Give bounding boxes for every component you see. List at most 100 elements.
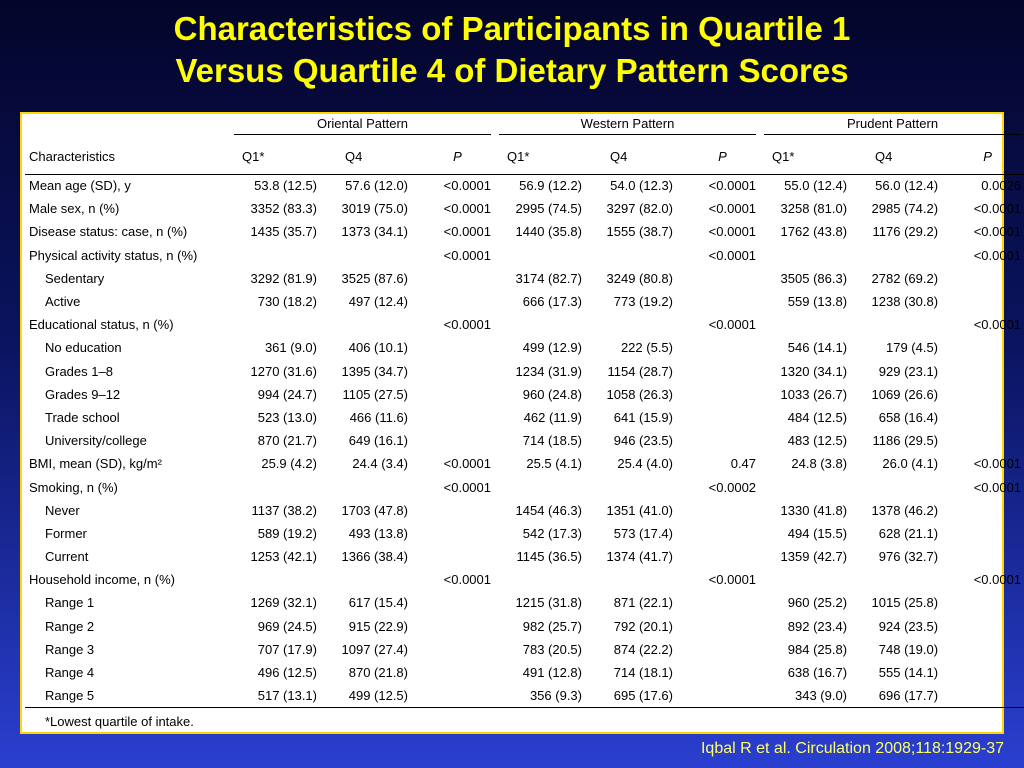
value-cell: 984 (25.8) — [787, 641, 848, 657]
table-row: University/college 870 (21.7) 649 (16.1) 71… — [25, 429, 1024, 452]
group-header-spacer — [25, 114, 230, 140]
p-value-cell — [420, 591, 495, 614]
table-row: BMI, mean (SD), kg/m² 25.9 (4.2) 24.4 (3.4… — [25, 452, 1024, 475]
value-cell: 628 (21.1) — [878, 525, 939, 541]
value-cell — [230, 313, 325, 336]
row-label: Physical activity status, n (%) — [29, 247, 198, 263]
p-value-cell: <0.0001 — [973, 572, 1022, 588]
value-cell: 589 (19.2) — [257, 525, 317, 541]
p-value-cell — [420, 267, 495, 290]
value-cell: 1440 (35.8) — [515, 224, 583, 240]
table-row: Male sex, n (%) 3352 (83.3) 3019 (75.0) <0.… — [25, 197, 1024, 220]
col-header-p: P — [950, 140, 1024, 175]
p-value-cell: <0.0001 — [973, 317, 1022, 333]
table-row: Range 2 969 (24.5) 915 (22.9) 982 (25.7) 792… — [25, 615, 1024, 638]
value-cell: 55.0 (12.4) — [784, 178, 848, 194]
group-header-oriental: Oriental Pattern — [230, 114, 495, 140]
value-cell — [325, 244, 420, 267]
col-header-q1: Q1* — [495, 140, 590, 175]
value-cell: 56.0 (12.4) — [875, 178, 939, 194]
p-value-cell: <0.0001 — [708, 572, 757, 588]
value-cell: 3297 (82.0) — [606, 201, 674, 217]
value-cell: 555 (14.1) — [878, 665, 939, 681]
value-cell: 53.8 (12.5) — [254, 178, 317, 194]
p-value-cell — [685, 499, 760, 522]
value-cell: 658 (16.4) — [878, 409, 939, 425]
value-cell: 25.4 (4.0) — [617, 456, 673, 472]
row-label: Household income, n (%) — [29, 572, 175, 588]
value-cell: 929 (23.1) — [878, 363, 939, 379]
value-cell: 3249 (80.8) — [606, 270, 674, 286]
p-value-cell — [950, 267, 1024, 290]
value-cell: 773 (19.2) — [613, 294, 673, 310]
p-value-cell — [420, 661, 495, 684]
p-value-cell — [950, 336, 1024, 359]
p-value-cell — [685, 429, 760, 452]
p-value-cell: <0.0001 — [443, 456, 491, 472]
col-header-p: P — [420, 140, 495, 175]
value-cell: 1058 (26.3) — [606, 386, 674, 402]
p-value-cell — [950, 499, 1024, 522]
value-cell: 1366 (38.4) — [341, 549, 409, 565]
value-cell: 1215 (31.8) — [515, 595, 583, 611]
value-cell — [495, 313, 590, 336]
row-label: Never — [45, 502, 80, 518]
value-cell: 1015 (25.8) — [871, 595, 939, 611]
p-value-cell — [420, 615, 495, 638]
value-cell: 1351 (41.0) — [606, 502, 674, 518]
value-cell: 994 (24.7) — [257, 386, 317, 402]
p-value-cell: 0.47 — [730, 456, 757, 472]
value-cell: 871 (22.1) — [613, 595, 673, 611]
slide-title-line-1: Characteristics of Participants in Quart… — [173, 10, 851, 47]
table-row: Range 3 707 (17.9) 1097 (27.4) 783 (20.5) 87… — [25, 638, 1024, 661]
row-label: Smoking, n (%) — [29, 479, 118, 495]
p-value-cell — [420, 545, 495, 568]
p-value-cell: <0.0001 — [973, 224, 1022, 240]
value-cell: 484 (12.5) — [787, 409, 848, 425]
p-value-cell: <0.0001 — [973, 201, 1022, 217]
table-row: Range 5 517 (13.1) 499 (12.5) 356 (9.3) 695 … — [25, 684, 1024, 707]
value-cell: 56.9 (12.2) — [519, 178, 582, 194]
row-label: Range 1 — [45, 595, 95, 611]
value-cell: 695 (17.6) — [613, 687, 673, 703]
p-value-cell — [685, 267, 760, 290]
row-label: Sedentary — [45, 270, 105, 286]
value-cell: 915 (22.9) — [348, 618, 408, 634]
p-value-cell — [685, 360, 760, 383]
value-cell: 343 (9.0) — [794, 687, 848, 703]
p-value-cell — [420, 638, 495, 661]
value-cell: 25.9 (4.2) — [261, 456, 317, 472]
p-value-cell — [950, 638, 1024, 661]
col-header-p: P — [685, 140, 761, 175]
value-cell: 1435 (35.7) — [250, 224, 318, 240]
col-header-q4: Q4 — [855, 140, 951, 175]
p-value-cell: 0.0026 — [981, 178, 1022, 194]
p-value-cell — [950, 661, 1024, 684]
row-label: Former — [45, 525, 87, 541]
value-cell: 494 (15.5) — [787, 525, 848, 541]
value-cell — [760, 313, 855, 336]
table-row: Mean age (SD), y 53.8 (12.5) 57.6 (12.0) <0… — [25, 174, 1024, 197]
value-cell: 1253 (42.1) — [250, 549, 318, 565]
p-value-cell: <0.0001 — [443, 224, 491, 240]
p-value-cell: <0.0001 — [443, 572, 491, 588]
value-cell: 792 (20.1) — [613, 618, 673, 634]
value-cell: 559 (13.8) — [787, 294, 848, 310]
value-cell — [855, 568, 950, 591]
table-row: Sedentary 3292 (81.9) 3525 (87.6) 3174 (82.… — [25, 267, 1024, 290]
value-cell: 3525 (87.6) — [341, 270, 409, 286]
table-row: Never 1137 (38.2) 1703 (47.8) 1454 (46.3) 13… — [25, 499, 1024, 522]
value-cell — [760, 475, 855, 498]
col-header-q4: Q4 — [325, 140, 420, 175]
value-cell: 462 (11.9) — [523, 409, 582, 425]
p-value-cell — [685, 290, 760, 313]
value-cell: 1762 (43.8) — [780, 224, 848, 240]
value-cell: 1269 (32.1) — [250, 595, 318, 611]
value-cell: 499 (12.5) — [348, 687, 408, 703]
p-value-cell — [420, 499, 495, 522]
value-cell — [855, 475, 950, 498]
table-body: Mean age (SD), y 53.8 (12.5) 57.6 (12.0) <0… — [25, 174, 1024, 707]
table-panel: Oriental Pattern Western Pattern Prudent… — [20, 112, 1024, 736]
value-cell: 1359 (42.7) — [780, 549, 848, 565]
row-label: Range 3 — [45, 641, 95, 657]
